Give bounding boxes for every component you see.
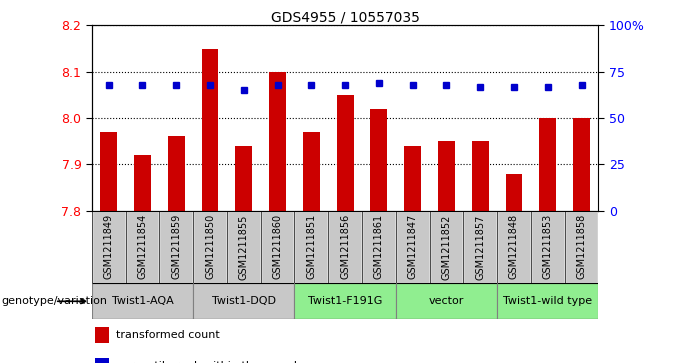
Bar — [168, 136, 185, 211]
Bar — [472, 141, 489, 211]
Text: GSM1211857: GSM1211857 — [475, 214, 486, 280]
Bar — [294, 283, 396, 319]
Text: transformed count: transformed count — [116, 330, 220, 340]
Bar — [159, 211, 193, 283]
Bar — [463, 211, 497, 283]
Text: vector: vector — [428, 296, 464, 306]
Bar — [573, 118, 590, 211]
Text: GSM1211847: GSM1211847 — [407, 214, 418, 280]
Title: GDS4955 / 10557035: GDS4955 / 10557035 — [271, 10, 420, 24]
Bar — [294, 211, 328, 283]
Bar — [371, 109, 388, 211]
Bar — [193, 283, 294, 319]
Text: GSM1211858: GSM1211858 — [577, 214, 587, 280]
Bar — [95, 327, 109, 343]
Bar — [126, 211, 159, 283]
Bar — [497, 283, 598, 319]
Bar — [269, 72, 286, 211]
Bar — [539, 118, 556, 211]
Bar — [531, 211, 564, 283]
Bar — [362, 211, 396, 283]
Text: GSM1211856: GSM1211856 — [340, 214, 350, 280]
Bar — [438, 141, 455, 211]
Text: GSM1211849: GSM1211849 — [103, 214, 114, 279]
Text: GSM1211848: GSM1211848 — [509, 214, 519, 279]
Bar — [227, 211, 260, 283]
Text: GSM1211853: GSM1211853 — [543, 214, 553, 280]
Bar — [396, 211, 430, 283]
Bar — [430, 211, 463, 283]
Bar — [193, 211, 227, 283]
Bar — [505, 174, 522, 211]
Bar — [92, 211, 126, 283]
Text: GSM1211854: GSM1211854 — [137, 214, 148, 280]
Text: GSM1211855: GSM1211855 — [239, 214, 249, 280]
Text: GSM1211861: GSM1211861 — [374, 214, 384, 279]
Bar — [100, 132, 117, 211]
Bar — [95, 358, 109, 363]
Text: GSM1211852: GSM1211852 — [441, 214, 452, 280]
Bar — [92, 283, 193, 319]
Text: genotype/variation: genotype/variation — [2, 296, 108, 306]
Text: Twist1-wild type: Twist1-wild type — [503, 296, 592, 306]
Text: GSM1211851: GSM1211851 — [306, 214, 316, 280]
Text: GSM1211860: GSM1211860 — [273, 214, 283, 279]
Text: Twist1-DQD: Twist1-DQD — [211, 296, 276, 306]
Bar — [235, 146, 252, 211]
Bar — [404, 146, 421, 211]
Text: percentile rank within the sample: percentile rank within the sample — [116, 361, 303, 363]
Text: Twist1-AQA: Twist1-AQA — [112, 296, 173, 306]
Bar — [328, 211, 362, 283]
Bar — [303, 132, 320, 211]
Bar — [201, 49, 218, 211]
Text: GSM1211859: GSM1211859 — [171, 214, 182, 280]
Bar — [337, 95, 354, 211]
Text: Twist1-F191G: Twist1-F191G — [308, 296, 382, 306]
Bar — [497, 211, 531, 283]
Bar — [134, 155, 151, 211]
Bar — [564, 211, 598, 283]
Text: GSM1211850: GSM1211850 — [205, 214, 215, 280]
Bar — [396, 283, 497, 319]
Bar — [260, 211, 294, 283]
